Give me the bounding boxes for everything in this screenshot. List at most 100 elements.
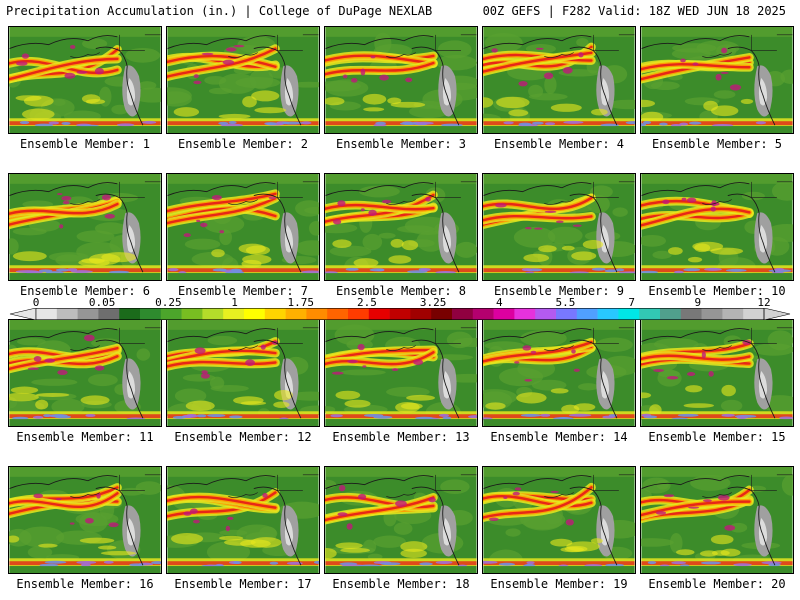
colorbar-swatch	[556, 308, 578, 320]
ensemble-member-panel: Ensemble Member: 10	[640, 173, 794, 298]
colorbar-swatch	[140, 308, 162, 320]
colorbar-swatch	[701, 308, 723, 320]
colorbar-swatch	[327, 308, 349, 320]
colorbar-swatch	[348, 308, 370, 320]
precip-map	[324, 319, 478, 427]
colorbar-tick-label: 0.25	[155, 296, 182, 309]
colorbar-swatch	[368, 308, 390, 320]
colorbar-swatch	[472, 308, 494, 320]
colorbar-swatch	[160, 308, 182, 320]
colorbar-tick-label: 1	[231, 296, 238, 309]
colorbar-swatch	[98, 308, 120, 320]
precip-map	[640, 319, 794, 427]
ensemble-member-panel: Ensemble Member: 4	[482, 26, 636, 151]
colorbar-tick-label: 9	[694, 296, 702, 309]
panel-caption: Ensemble Member: 15	[648, 430, 786, 444]
panel-caption: Ensemble Member: 12	[174, 430, 312, 444]
panel-caption: Ensemble Member: 2	[177, 137, 309, 151]
colorbar-swatch	[722, 308, 744, 320]
precip-map	[324, 26, 478, 134]
panel-caption: Ensemble Member: 4	[493, 137, 625, 151]
precip-map	[482, 26, 636, 134]
page-title: Precipitation Accumulation (in.) | Colle…	[6, 4, 433, 18]
ensemble-member-panel: Ensemble Member: 5	[640, 26, 794, 151]
panel-caption: Ensemble Member: 3	[335, 137, 467, 151]
panel-caption: Ensemble Member: 20	[648, 577, 786, 591]
colorbar-left-arrow	[9, 308, 37, 320]
panel-caption: Ensemble Member: 9	[493, 284, 625, 298]
colorbar-swatch	[36, 308, 58, 320]
colorbar-swatch	[181, 308, 203, 320]
ensemble-member-panel: Ensemble Member: 1	[8, 26, 162, 151]
colorbar-swatch	[743, 308, 765, 320]
panel-caption: Ensemble Member: 6	[19, 284, 151, 298]
panel-caption: Ensemble Member: 19	[490, 577, 628, 591]
colorbar-swatch	[223, 308, 245, 320]
ensemble-member-panel: Ensemble Member: 3	[324, 26, 478, 151]
ensemble-member-panel: Ensemble Member: 18	[324, 466, 478, 591]
precip-map	[166, 319, 320, 427]
colorbar-right-arrow	[763, 308, 791, 320]
colorbar-swatch	[452, 308, 474, 320]
colorbar-swatch	[431, 308, 453, 320]
panel-caption: Ensemble Member: 8	[335, 284, 467, 298]
colorbar-swatch	[680, 308, 702, 320]
panel-caption: Ensemble Member: 13	[332, 430, 470, 444]
precip-map	[8, 466, 162, 574]
ensemble-member-panel: Ensemble Member: 19	[482, 466, 636, 591]
precip-map	[482, 466, 636, 574]
precip-map	[324, 173, 478, 281]
colorbar-swatch	[410, 308, 432, 320]
panel-caption: Ensemble Member: 14	[490, 430, 628, 444]
precip-map	[8, 319, 162, 427]
colorbar-tick-label: 7	[628, 296, 635, 309]
precip-map	[640, 466, 794, 574]
ensemble-member-panel: Ensemble Member: 9	[482, 173, 636, 298]
ensemble-member-panel: Ensemble Member: 20	[640, 466, 794, 591]
panel-caption: Ensemble Member: 11	[16, 430, 154, 444]
precip-map	[640, 173, 794, 281]
panel-caption: Ensemble Member: 1	[19, 137, 151, 151]
precip-map	[166, 466, 320, 574]
colorbar-swatch	[618, 308, 640, 320]
ensemble-member-panel: Ensemble Member: 13	[324, 319, 478, 444]
panel-caption: Ensemble Member: 18	[332, 577, 470, 591]
colorbar-swatch	[56, 308, 78, 320]
colorbar-tick-label: 12	[757, 296, 771, 309]
panel-caption: Ensemble Member: 16	[16, 577, 154, 591]
ensemble-member-panel: Ensemble Member: 15	[640, 319, 794, 444]
ensemble-member-panel: Ensemble Member: 11	[8, 319, 162, 444]
model-run-info: 00Z GEFS | F282 Valid: 18Z WED JUN 18 20…	[482, 4, 786, 18]
precip-map	[482, 319, 636, 427]
colorbar-swatch	[306, 308, 328, 320]
ensemble-member-panel: Ensemble Member: 8	[324, 173, 478, 298]
ensemble-member-panel: Ensemble Member: 16	[8, 466, 162, 591]
ensemble-member-panel: Ensemble Member: 2	[166, 26, 320, 151]
precip-map	[166, 173, 320, 281]
colorbar-swatch	[244, 308, 266, 320]
precip-map	[640, 26, 794, 134]
precip-map	[324, 466, 478, 574]
colorbar-tick-label: 3.25	[419, 296, 447, 309]
colorbar-tick-label: 4	[495, 296, 503, 309]
ensemble-member-panel: Ensemble Member: 12	[166, 319, 320, 444]
ensemble-member-panel: Ensemble Member: 7	[166, 173, 320, 298]
ensemble-member-panel: Ensemble Member: 14	[482, 319, 636, 444]
colorbar-tick-label: 5.5	[555, 296, 576, 309]
precip-map	[8, 173, 162, 281]
ensemble-member-panel: Ensemble Member: 17	[166, 466, 320, 591]
panel-caption: Ensemble Member: 17	[174, 577, 312, 591]
colorbar-swatch	[264, 308, 286, 320]
precip-map	[166, 26, 320, 134]
panel-caption: Ensemble Member: 7	[177, 284, 309, 298]
colorbar-swatch	[285, 308, 307, 320]
colorbar-swatch	[493, 308, 515, 320]
colorbar-tick-label: 1.75	[287, 296, 314, 309]
ensemble-member-panel: Ensemble Member: 6	[8, 173, 162, 298]
colorbar-swatch	[597, 308, 619, 320]
panel-caption: Ensemble Member: 10	[648, 284, 786, 298]
precip-map	[8, 26, 162, 134]
precip-map	[482, 173, 636, 281]
colorbar-swatch	[389, 308, 411, 320]
colorbar-swatch	[119, 308, 141, 320]
